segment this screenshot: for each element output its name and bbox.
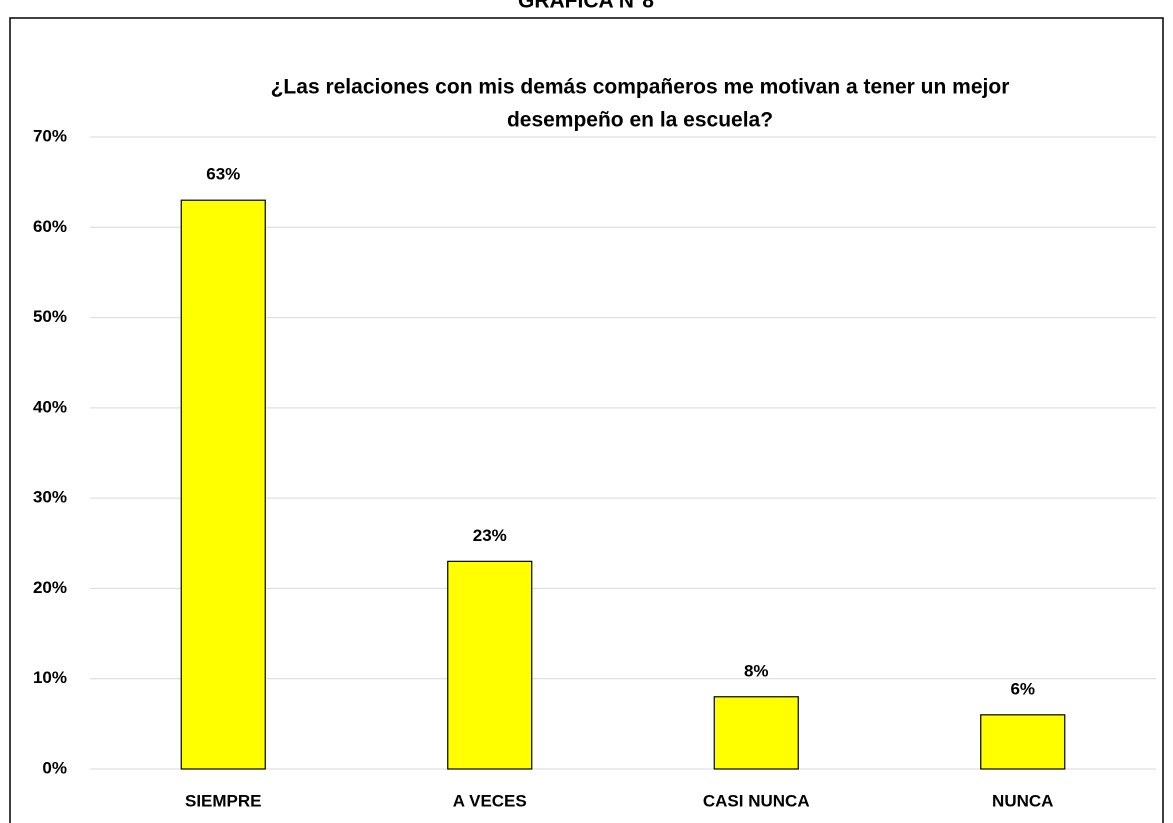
y-tick-label: 60% <box>33 217 67 236</box>
y-tick-label: 50% <box>33 307 67 326</box>
bar <box>180 199 266 770</box>
bar <box>447 560 533 770</box>
x-tick-label: CASI NUNCA <box>703 791 810 810</box>
y-tick-label: 20% <box>33 578 67 597</box>
data-label: 23% <box>473 526 507 545</box>
data-label: 63% <box>206 165 240 184</box>
y-tick-label: 30% <box>33 488 67 507</box>
x-tick-label: SIEMPRE <box>185 791 262 810</box>
y-tick-label: 40% <box>33 397 67 416</box>
y-tick-label: 10% <box>33 668 67 687</box>
y-tick-label: 0% <box>42 758 67 777</box>
bar <box>713 696 799 770</box>
y-tick-label: 70% <box>33 126 67 145</box>
chart-caption: GRAFICA N°8 <box>518 0 654 13</box>
data-label: 8% <box>744 661 769 680</box>
bar <box>980 714 1066 770</box>
chart-title: desempeño en la escuela? <box>507 109 773 132</box>
chart-title: ¿Las relaciones con mis demás compañeros… <box>271 76 1010 99</box>
x-tick-label: NUNCA <box>992 791 1053 810</box>
x-tick-label: A VECES <box>453 791 527 810</box>
data-label: 6% <box>1010 679 1035 698</box>
